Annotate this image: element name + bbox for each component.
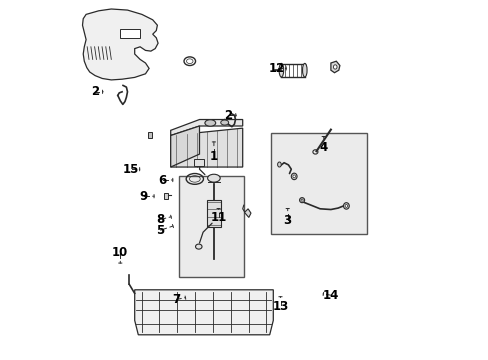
Polygon shape — [170, 126, 199, 167]
Bar — [194, 159, 204, 166]
Text: 7: 7 — [172, 293, 180, 306]
Bar — [206, 200, 221, 227]
Text: 2: 2 — [224, 109, 232, 122]
Ellipse shape — [204, 120, 215, 126]
Text: 5: 5 — [156, 224, 163, 237]
Ellipse shape — [299, 198, 304, 203]
Ellipse shape — [291, 173, 296, 180]
Polygon shape — [120, 29, 140, 38]
Text: 9: 9 — [139, 190, 147, 203]
Ellipse shape — [333, 65, 336, 69]
Text: 2: 2 — [91, 85, 99, 98]
Text: 13: 13 — [272, 300, 288, 312]
Text: 1: 1 — [209, 150, 218, 163]
Ellipse shape — [195, 244, 202, 249]
Text: 12: 12 — [268, 62, 285, 75]
Text: 6: 6 — [158, 174, 166, 186]
Polygon shape — [82, 9, 158, 80]
Polygon shape — [244, 209, 250, 217]
Text: 15: 15 — [122, 163, 139, 176]
Ellipse shape — [301, 199, 303, 201]
Text: 8: 8 — [156, 213, 163, 226]
Text: 11: 11 — [210, 211, 226, 224]
Text: 3: 3 — [283, 214, 291, 227]
Bar — [179, 176, 244, 277]
Polygon shape — [170, 120, 242, 135]
Ellipse shape — [343, 203, 348, 209]
Polygon shape — [134, 290, 273, 335]
Ellipse shape — [292, 175, 295, 178]
Polygon shape — [170, 128, 242, 167]
Ellipse shape — [345, 204, 347, 207]
Bar — [271, 133, 366, 234]
Polygon shape — [330, 61, 339, 73]
Text: 4: 4 — [319, 141, 327, 154]
Text: 10: 10 — [112, 246, 128, 258]
Ellipse shape — [277, 162, 281, 167]
Bar — [163, 193, 168, 199]
Ellipse shape — [220, 120, 228, 125]
Bar — [148, 132, 152, 138]
Text: 14: 14 — [322, 289, 338, 302]
Ellipse shape — [302, 63, 306, 77]
Ellipse shape — [279, 63, 283, 77]
Ellipse shape — [207, 174, 220, 182]
